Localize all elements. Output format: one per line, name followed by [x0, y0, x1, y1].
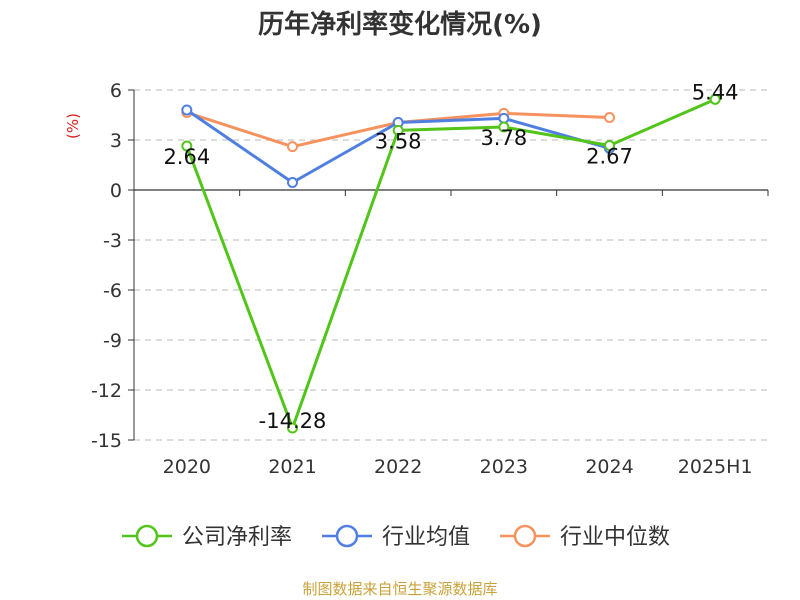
- y-tick-label: 3: [110, 130, 122, 152]
- data-label: 2.67: [586, 145, 633, 169]
- series-group: [181, 93, 721, 434]
- y-tick-label: -6: [103, 280, 122, 302]
- series-point-0: [604, 140, 615, 151]
- x-tick-label: 2021: [268, 456, 316, 478]
- y-axis-ticks: 6 3 0 -3 -6 -9 -12 -15: [91, 80, 134, 452]
- y-tick-label: 0: [110, 180, 122, 202]
- x-tick-label: 2022: [374, 456, 422, 478]
- x-axis-ticks: 2020 2021 2022 2023 2024 2025H1: [133, 190, 769, 478]
- legend-marker: [335, 524, 359, 548]
- y-tick-label: -12: [91, 380, 122, 402]
- y-axis-unit-label: (%): [64, 113, 82, 139]
- legend-marker: [513, 524, 537, 548]
- series-point-0: [709, 93, 721, 105]
- x-tick-label: 2020: [163, 456, 211, 478]
- legend-label: 行业中位数: [560, 525, 670, 550]
- series-point-1: [287, 177, 298, 188]
- data-label: 3.58: [375, 129, 422, 153]
- legend: 公司净利率 行业均值 行业中位数: [122, 524, 670, 550]
- y-tick-label: -15: [91, 430, 122, 452]
- data-label: 2.64: [163, 145, 210, 169]
- x-tick-label: 2025H1: [678, 456, 753, 478]
- series-point-0: [392, 124, 404, 136]
- series-point-0: [498, 121, 510, 133]
- legend-label: 行业均值: [382, 525, 470, 550]
- series-point-1: [181, 104, 193, 116]
- legend-label: 公司净利率: [182, 525, 292, 550]
- y-tick-label: 6: [110, 80, 122, 102]
- data-label: 3.78: [480, 126, 527, 150]
- data-labels: 2.64 -14.28 3.58 3.78 2.67 5.44: [163, 80, 738, 433]
- data-label: -14.28: [259, 409, 327, 433]
- series-point-1: [498, 112, 510, 124]
- series-point-2: [287, 141, 298, 153]
- y-tick-label: -9: [103, 330, 122, 352]
- source-note: 制图数据来自恒生聚源数据库: [302, 580, 497, 598]
- x-tick-label: 2023: [480, 456, 528, 478]
- series-point-2: [604, 112, 615, 123]
- axes: [133, 90, 768, 440]
- legend-marker: [135, 524, 159, 548]
- data-label: 5.44: [692, 80, 739, 104]
- series-point-0: [287, 422, 298, 434]
- grid-lines: [134, 89, 768, 441]
- series-point-0: [181, 140, 193, 152]
- chart-title: 历年净利率变化情况(%): [258, 9, 542, 40]
- x-tick-label: 2024: [585, 456, 633, 478]
- series-line-0: [185, 97, 716, 430]
- y-tick-label: -3: [103, 230, 122, 252]
